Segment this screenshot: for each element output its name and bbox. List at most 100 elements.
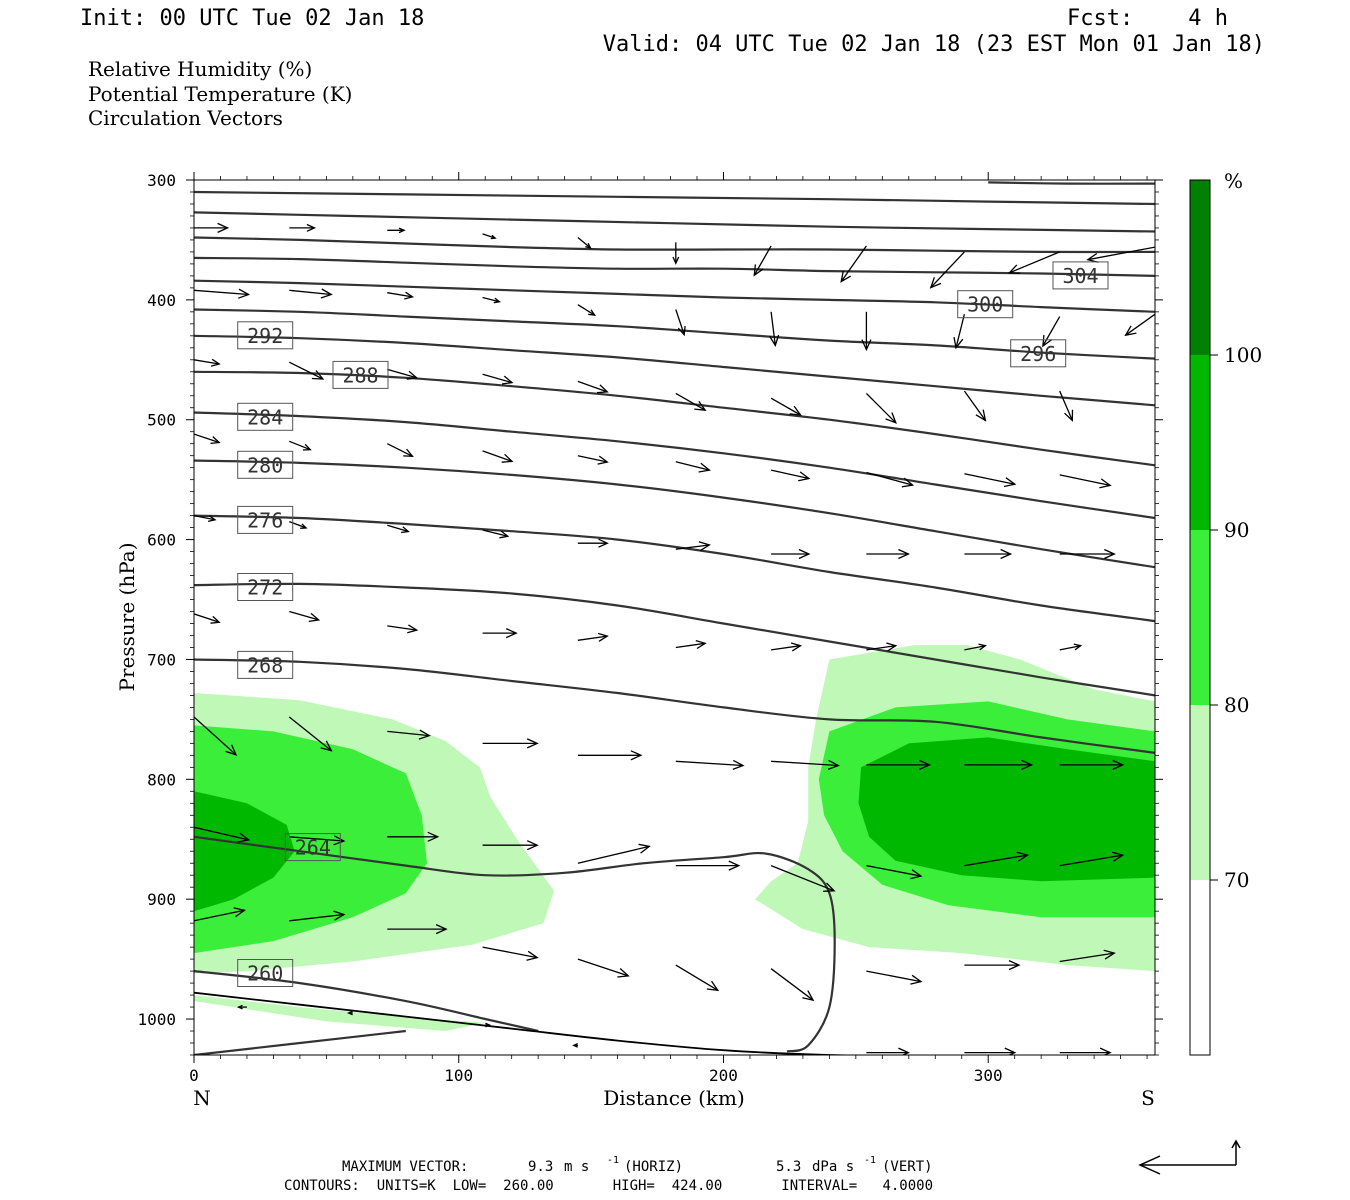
vector-64 [387, 729, 431, 740]
vector-88 [770, 968, 815, 1002]
y-tick-label-500: 500 [147, 411, 176, 430]
vector-89 [866, 970, 923, 985]
vector-11 [194, 288, 251, 299]
colorbar-label-80: 80 [1224, 693, 1249, 717]
rh-fill-layer [194, 645, 1155, 1031]
vector-82 [194, 907, 246, 922]
vector-87 [675, 964, 720, 992]
vector-41 [1059, 474, 1112, 489]
reference-vector-icon [1138, 1139, 1241, 1175]
vector-22 [194, 358, 221, 367]
max-vector-vert-exp: -1 [864, 1155, 876, 1166]
theta-contour-276 [194, 514, 1155, 623]
vector-9 [1007, 251, 1060, 274]
colorbar-frame [1189, 179, 1211, 1056]
surface-line [194, 991, 876, 1055]
max-vector-label: MAXIMUM VECTOR: [342, 1159, 468, 1175]
vector-95 [572, 1043, 578, 1048]
theta-label-260: 260 [237, 959, 294, 987]
vector-18 [861, 311, 872, 352]
vector-33 [289, 440, 312, 451]
axis-tick-layer: 300 400 500 600 700 800 900 1000 0 100 200 300 [137, 171, 1163, 1085]
legend-field-theta: Potential Temperature (K) [88, 82, 352, 106]
vector-74 [387, 831, 440, 842]
vector-56 [577, 632, 609, 642]
theta-label-296: 296 [1010, 339, 1067, 368]
vector-94 [485, 1022, 491, 1028]
vector-59 [866, 642, 898, 652]
theta-label-268: 268 [237, 650, 294, 679]
vector-10 [1086, 246, 1155, 263]
vector-70 [964, 759, 1034, 770]
vector-58 [771, 642, 803, 652]
vector-3 [482, 233, 497, 240]
vector-53 [289, 610, 321, 623]
vector-63 [288, 716, 333, 752]
theta-contour-300 [194, 279, 1155, 313]
colorbar-segment-above-100 [1190, 180, 1210, 355]
y-tick-label-900: 900 [147, 890, 176, 909]
vector-15 [577, 304, 597, 317]
vector-47 [675, 541, 711, 552]
plot-frame [193, 179, 1156, 1056]
theta-contour-260 [194, 970, 539, 1033]
theta-label-300: 300 [957, 290, 1014, 319]
colorbar-segment-70-80 [1190, 705, 1210, 880]
y-tick-label-700: 700 [147, 650, 176, 669]
vector-5 [672, 242, 680, 265]
vector-13 [387, 291, 415, 300]
theta-label-284: 284 [237, 402, 294, 431]
vector-16 [675, 309, 686, 337]
vector-48 [771, 548, 811, 560]
vector-51 [1059, 548, 1116, 560]
x-tick-label-100: 100 [444, 1066, 473, 1085]
x-axis-label: Distance (km) [603, 1086, 745, 1110]
rh-region-70-1 [194, 995, 486, 1031]
colorbar-label-100: 100 [1224, 343, 1262, 367]
svg-text:268: 268 [247, 653, 283, 677]
vector-14 [482, 296, 501, 304]
vector-23 [289, 361, 325, 380]
max-vector-horiz-unit: m s [564, 1159, 589, 1175]
vector-71 [1059, 759, 1125, 770]
plot-area: 260 264 268 272 276 280 284 288 292 296 300 304 300… [137, 171, 1163, 1085]
svg-text:304: 304 [1062, 264, 1098, 288]
vector-38 [770, 469, 811, 482]
vector-25 [482, 373, 514, 385]
y-tick-label-400: 400 [147, 291, 176, 310]
vector-69 [866, 759, 931, 770]
contours-info: CONTOURS: UNITS=K LOW= 260.00 HIGH= 424.… [284, 1178, 933, 1194]
vector-17 [769, 311, 780, 347]
vector-12 [289, 288, 333, 299]
vector-80 [964, 851, 1029, 867]
fcst-value: 4 h [1188, 6, 1228, 31]
vector-92 [236, 1004, 247, 1010]
vector-43 [289, 520, 308, 529]
vector-66 [577, 750, 643, 761]
x-axis-right-end-label: S [1141, 1086, 1155, 1110]
theta-label-280: 280 [237, 450, 294, 479]
vector-28 [770, 397, 802, 416]
vector-46 [577, 538, 609, 548]
footer: MAXIMUM VECTOR: 9.3 m s -1 (HORIZ) 5.3 d… [284, 1139, 1241, 1194]
theta-contour-320 [988, 181, 1155, 185]
vector-62 [194, 716, 238, 756]
theta-contour-280 [194, 459, 1155, 569]
vector-30 [963, 390, 987, 422]
x-tick-label-300: 300 [974, 1066, 1003, 1085]
svg-text:272: 272 [247, 576, 283, 600]
vector-20 [1042, 316, 1061, 348]
vector-44 [387, 524, 410, 534]
theta-label-272: 272 [237, 573, 294, 601]
vector-37 [675, 461, 711, 473]
vector-42 [194, 514, 217, 523]
max-vector-horiz-tag: (HORIZ) [624, 1159, 683, 1175]
vector-24 [387, 368, 419, 380]
vector-72 [194, 826, 251, 843]
vector-34 [387, 443, 414, 458]
vector-75 [482, 840, 539, 851]
svg-text:276: 276 [247, 508, 283, 532]
vector-86 [577, 958, 630, 978]
colorbar-label-70: 70 [1224, 868, 1249, 892]
vector-1 [289, 223, 317, 232]
